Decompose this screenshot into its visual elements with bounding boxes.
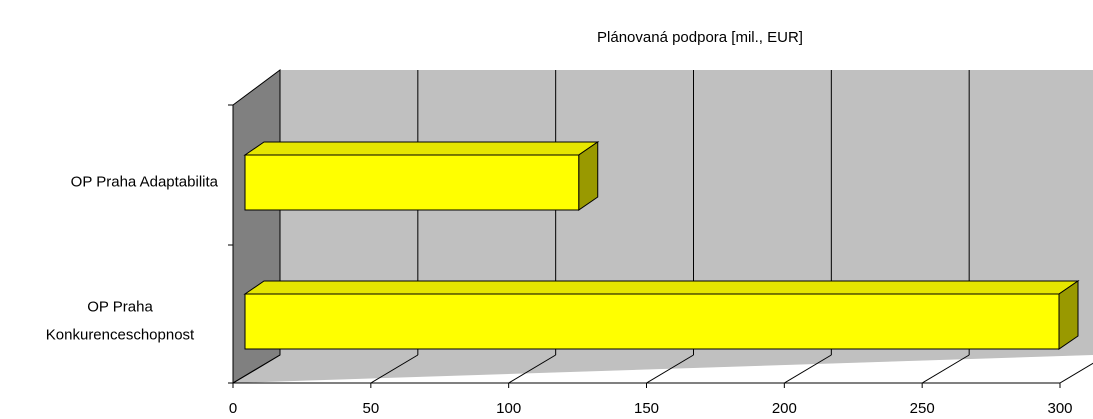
y-tick-label: OP Praha Adaptabilita [71,173,219,190]
x-tick-label: 100 [496,400,521,417]
bar-top [243,280,1080,295]
x-tick-label: 150 [634,400,659,417]
bar-top [243,141,600,156]
chart-title: Plánovaná podpora [mil., EUR] [597,29,803,46]
bar-front [244,154,580,211]
y-tick-label: OP Praha Konkurenceschopnost [46,298,195,343]
bar [243,141,600,211]
x-tick-label: 200 [772,400,797,417]
bar [243,280,1080,350]
x-tick-label: 250 [910,400,935,417]
floor-grid-line [646,354,694,384]
floor-grid-line [784,354,832,384]
floor-grid-line [370,354,419,384]
x-tick-label: 300 [1047,400,1072,417]
floor-grid-line [508,354,556,384]
bar-front [244,293,1060,350]
floor-grid-line [232,354,281,384]
x-tick-label: 50 [362,400,379,417]
floor-grid-line [1059,362,1093,384]
x-tick-label: 0 [229,400,237,417]
floor-grid-line [921,354,970,384]
